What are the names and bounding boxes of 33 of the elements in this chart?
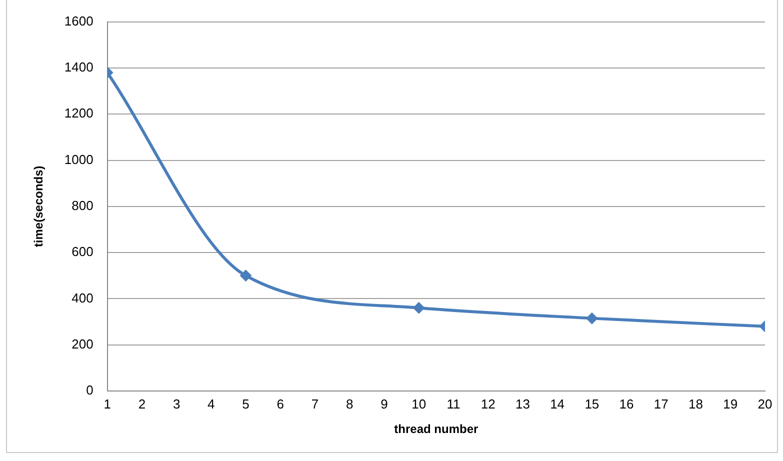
x-tick-label: 12	[480, 396, 496, 412]
x-axis-title: thread number	[394, 422, 478, 436]
y-tick-label: 1400	[64, 60, 94, 75]
x-tick-label: 18	[688, 396, 704, 412]
y-tick-label: 1000	[64, 152, 94, 167]
point	[412, 302, 425, 314]
y-axis-title: time(seconds)	[32, 166, 46, 248]
x-tick-label: 2	[138, 396, 146, 412]
x-tick-label: 14	[550, 396, 565, 412]
y-tick-label: 200	[72, 336, 94, 352]
x-tick-label: 19	[723, 396, 738, 412]
y-tick-label: 1200	[64, 106, 94, 121]
point	[586, 312, 598, 324]
x-tick-label: 10	[412, 396, 426, 412]
x-tick-label: 16	[619, 396, 634, 412]
x-tick-label: 4	[208, 396, 215, 412]
y-tick-label: 800	[72, 198, 94, 213]
x-tick-label: 9	[380, 396, 388, 412]
x-tick-label: 17	[654, 396, 668, 412]
x-tick-label: 13	[515, 396, 530, 412]
x-tick-label: 11	[446, 396, 460, 412]
x-tick-label: 8	[346, 396, 354, 412]
x-tick-label: 15	[584, 396, 600, 412]
y-tick-label: 400	[72, 290, 94, 306]
x-tick-label: 3	[172, 396, 180, 412]
y-tick-label: 600	[72, 244, 94, 260]
x-tick-label: 20	[758, 396, 772, 412]
x-tick-label: 1	[104, 396, 111, 412]
x-tick-label: 6	[276, 396, 284, 412]
y-tick-label: 0	[86, 382, 94, 398]
y-tick-label: 1600	[64, 13, 94, 28]
x-tick-label: 7	[311, 396, 319, 412]
x-tick-label: 5	[242, 396, 250, 412]
